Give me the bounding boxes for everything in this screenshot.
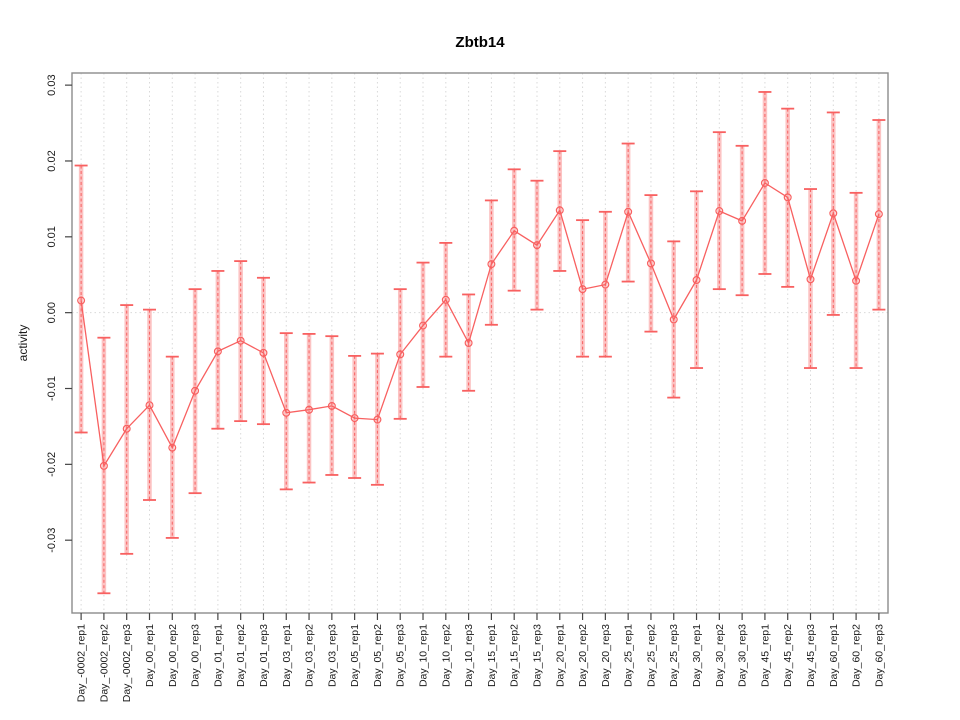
y-axis-title: activity xyxy=(16,325,30,362)
data-point-marker xyxy=(77,296,86,305)
data-point-marker xyxy=(191,386,200,395)
data-point-marker xyxy=(806,275,815,284)
x-tick-label: Day_20_rep2 xyxy=(577,624,589,687)
x-tick-label: Day_03_rep1 xyxy=(281,624,293,687)
data-point-marker xyxy=(282,408,291,417)
x-tick-label: Day_05_rep3 xyxy=(395,624,407,687)
x-tick-label: Day_45_rep3 xyxy=(805,624,817,687)
data-point-marker xyxy=(213,347,222,356)
data-point-marker xyxy=(122,424,131,433)
data-point-marker xyxy=(646,259,655,268)
data-point-marker xyxy=(532,241,541,250)
data-point-marker xyxy=(373,415,382,424)
data-series-layer xyxy=(74,91,886,595)
data-point-marker xyxy=(259,348,268,357)
x-tick-label: Day_25_rep2 xyxy=(645,624,657,687)
y-tick-label: -0.01 xyxy=(46,376,58,401)
x-tick-label: Day_01_rep2 xyxy=(235,624,247,687)
data-point-marker xyxy=(419,321,428,330)
x-tick-label: Day_03_rep2 xyxy=(304,624,316,687)
x-tick-label: Day_-0002_rep1 xyxy=(76,624,88,702)
data-point-marker xyxy=(441,295,450,304)
data-point-marker xyxy=(669,315,678,324)
data-point-marker xyxy=(692,276,701,285)
x-tick-label: Day_15_rep1 xyxy=(486,624,498,687)
data-point-marker xyxy=(715,207,724,216)
x-tick-label: Day_10_rep1 xyxy=(418,624,430,687)
data-point-marker xyxy=(396,350,405,359)
x-tick-label: Day_45_rep2 xyxy=(782,624,794,687)
x-tick-label: Day_15_rep3 xyxy=(531,624,543,687)
x-tick-label: Day_10_rep3 xyxy=(463,624,475,687)
x-tick-label: Day_30_rep2 xyxy=(714,624,726,687)
x-tick-label: Day_00_rep3 xyxy=(190,624,202,687)
x-tick-label: Day_15_rep2 xyxy=(509,624,521,687)
data-point-marker xyxy=(578,285,587,294)
x-tick-label: Day_00_rep2 xyxy=(167,624,179,687)
x-tick-label: Day_45_rep1 xyxy=(759,624,771,687)
data-point-marker xyxy=(168,443,177,452)
y-tick-label: 0.03 xyxy=(46,74,58,95)
x-tick-label: Day_25_rep1 xyxy=(623,624,635,687)
x-tick-label: Day_30_rep1 xyxy=(691,624,703,687)
data-point-marker xyxy=(99,461,108,470)
data-point-marker xyxy=(738,216,747,225)
x-tick-label: Day_20_rep1 xyxy=(554,624,566,687)
y-tick-label: 0.00 xyxy=(46,302,58,323)
data-point-marker xyxy=(236,336,245,345)
axis-layer: -0.03 -0.02 -0.01 0.00 0.01 0.02 0.03 Day_-0002… xyxy=(46,72,889,702)
data-point-marker xyxy=(464,339,473,348)
x-tick-label: Day_25_rep3 xyxy=(668,624,680,687)
series-line xyxy=(80,182,880,468)
data-point-marker xyxy=(624,207,633,216)
data-point-marker xyxy=(350,414,359,423)
x-tick-label: Day_05_rep2 xyxy=(372,624,384,687)
x-tick-label: Day_05_rep1 xyxy=(349,624,361,687)
data-point-marker xyxy=(487,260,496,269)
data-point-marker xyxy=(510,226,519,235)
data-point-marker xyxy=(327,401,336,410)
x-tick-label: Day_00_rep1 xyxy=(144,624,156,687)
x-tick-label: Day_03_rep3 xyxy=(326,624,338,687)
data-point-marker xyxy=(601,280,610,289)
x-tick-label: Day_01_rep3 xyxy=(258,624,270,687)
y-tick-label: -0.02 xyxy=(46,452,58,477)
data-point-marker xyxy=(829,209,838,218)
y-tick-label: 0.01 xyxy=(46,226,58,247)
x-tick-label: Day_60_rep3 xyxy=(873,624,885,687)
x-tick-label: Day_-0002_rep2 xyxy=(98,624,110,702)
data-point-marker xyxy=(783,193,792,202)
data-point-marker xyxy=(145,401,154,410)
x-tick-label: Day_60_rep2 xyxy=(851,624,863,687)
chart-title: Zbtb14 xyxy=(455,34,505,51)
x-tick-label: Day_20_rep3 xyxy=(600,624,612,687)
data-point-marker xyxy=(874,210,883,219)
x-tick-label: Day_10_rep2 xyxy=(440,624,452,687)
data-point-marker xyxy=(305,405,314,414)
data-point-marker xyxy=(852,276,861,285)
y-tick-label: -0.03 xyxy=(46,528,58,553)
x-tick-label: Day_60_rep1 xyxy=(828,624,840,687)
x-tick-label: Day_30_rep3 xyxy=(737,624,749,687)
y-tick-label: 0.02 xyxy=(46,150,58,171)
data-point-marker xyxy=(555,206,564,215)
x-tick-label: Day_01_rep1 xyxy=(212,624,224,687)
data-point-marker xyxy=(760,178,769,187)
x-tick-label: Day_-0002_rep3 xyxy=(121,624,133,702)
plot-box xyxy=(71,72,889,614)
